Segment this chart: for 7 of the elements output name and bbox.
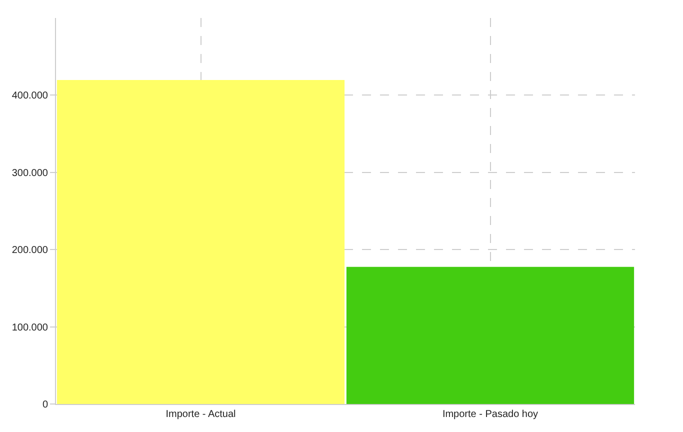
x-tick-label: Importe - Pasado hoy xyxy=(442,409,538,420)
y-tick-label: 200.000 xyxy=(12,245,48,256)
y-tick-label: 400.000 xyxy=(12,90,48,102)
y-tick-label: 100.000 xyxy=(12,322,48,334)
x-tick-label: Importe - Actual xyxy=(166,409,236,420)
y-tick-label: 0 xyxy=(42,400,48,410)
y-tick-label: 300.000 xyxy=(12,168,48,179)
